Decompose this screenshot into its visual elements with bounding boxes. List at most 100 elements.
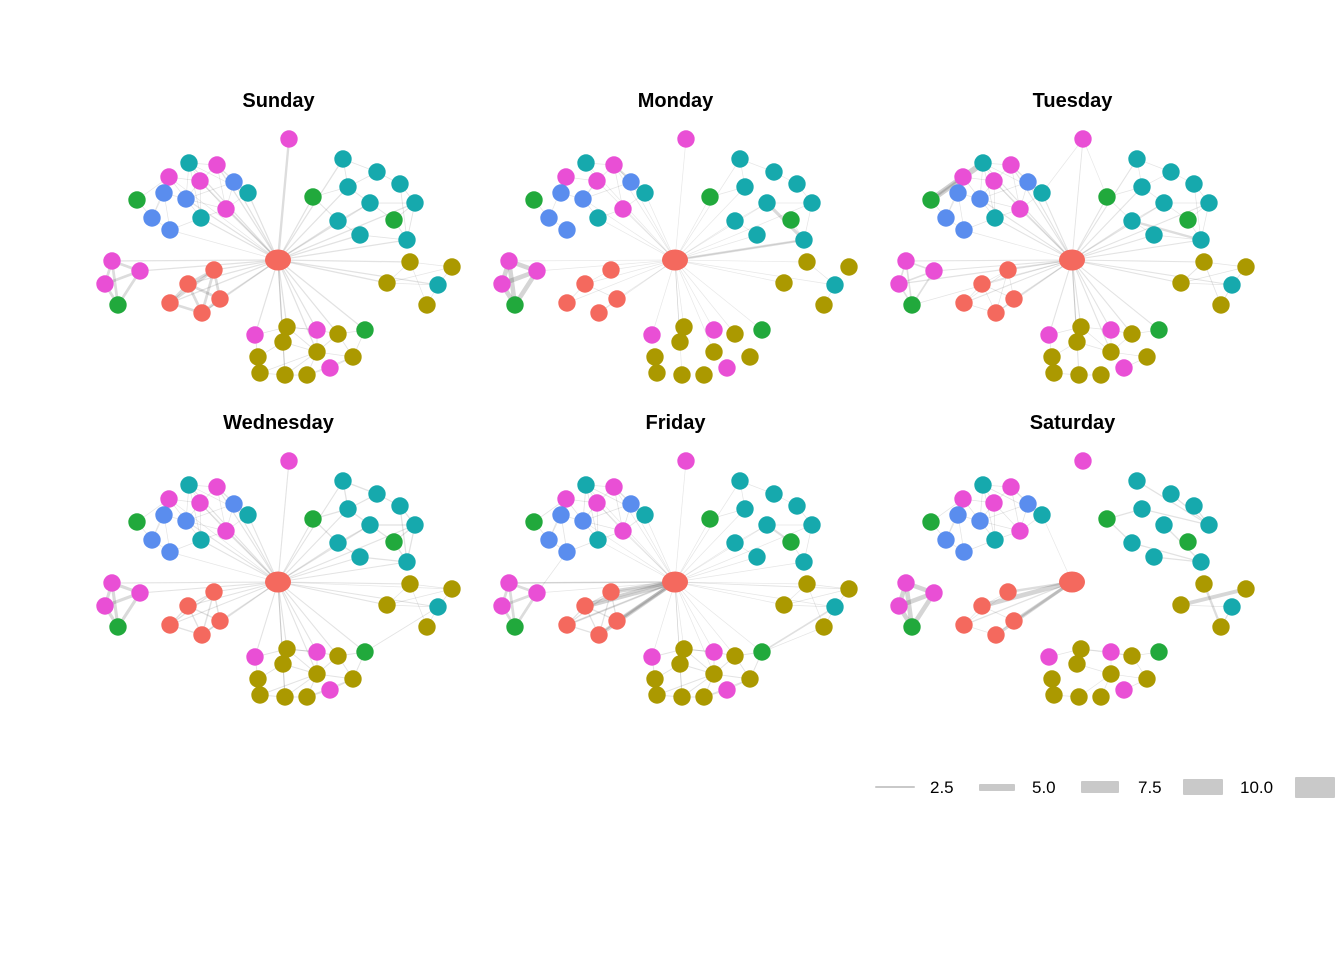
node-facilities bbox=[1133, 500, 1151, 518]
node-information-technology bbox=[225, 173, 243, 191]
node-facilities bbox=[361, 194, 379, 212]
weight-tick-label: 2.5 bbox=[930, 778, 954, 797]
edge bbox=[277, 556, 361, 583]
network-graph-tuesday bbox=[890, 130, 1255, 384]
node-engineering bbox=[251, 364, 269, 382]
node-engineering bbox=[443, 580, 461, 598]
node-engineering bbox=[298, 366, 316, 384]
node-facilities bbox=[974, 154, 992, 172]
node-facilities bbox=[1145, 226, 1163, 244]
department-legend: partment Administration Executive Inform… bbox=[0, 762, 700, 882]
node-facilities bbox=[1128, 472, 1146, 490]
node-information-technology bbox=[540, 209, 558, 227]
edge bbox=[187, 259, 279, 285]
node-administration bbox=[973, 597, 991, 615]
node-executive bbox=[128, 513, 146, 531]
edge bbox=[187, 581, 279, 607]
node-security bbox=[1002, 478, 1020, 496]
node-information-technology bbox=[161, 543, 179, 561]
node-facilities bbox=[406, 194, 424, 212]
edge bbox=[277, 581, 439, 608]
edge bbox=[674, 196, 711, 261]
node-engineering bbox=[648, 364, 666, 382]
node-facilities bbox=[736, 500, 754, 518]
edge bbox=[674, 259, 683, 376]
node-facilities bbox=[765, 163, 783, 181]
edge bbox=[111, 259, 279, 262]
node-security bbox=[246, 326, 264, 344]
node-facilities bbox=[1123, 534, 1141, 552]
node-executive bbox=[1098, 188, 1116, 206]
node-security bbox=[705, 321, 723, 339]
panel-title-saturday: Saturday bbox=[1029, 412, 1116, 434]
node-facilities bbox=[758, 516, 776, 534]
node-security bbox=[321, 359, 339, 377]
node-executive bbox=[903, 296, 921, 314]
edge bbox=[596, 180, 676, 261]
node-engineering bbox=[329, 647, 347, 665]
edge bbox=[188, 162, 202, 219]
edge bbox=[277, 518, 314, 583]
node-facilities bbox=[1223, 598, 1241, 616]
edge bbox=[254, 581, 279, 658]
edge bbox=[277, 581, 318, 653]
node-engineering bbox=[1102, 343, 1120, 361]
node-facilities bbox=[826, 276, 844, 294]
node-facilities bbox=[788, 497, 806, 515]
node-engineering bbox=[1070, 366, 1088, 384]
edge bbox=[674, 186, 746, 261]
weight-tick-label: 7.5 bbox=[1138, 778, 1162, 797]
node-facilities bbox=[589, 209, 607, 227]
node-facilities bbox=[577, 476, 595, 494]
node-engineering bbox=[840, 258, 858, 276]
node-facilities bbox=[636, 506, 654, 524]
edge bbox=[1071, 259, 1112, 331]
node-security bbox=[614, 200, 632, 218]
node-security bbox=[321, 681, 339, 699]
edge bbox=[1193, 183, 1202, 241]
node-facilities bbox=[192, 209, 210, 227]
network-graph-sunday bbox=[96, 130, 461, 384]
edge bbox=[582, 579, 678, 609]
node-engineering bbox=[1045, 364, 1063, 382]
node-facilities bbox=[339, 178, 357, 196]
node-security bbox=[246, 648, 264, 666]
node-executive bbox=[1150, 643, 1168, 661]
edge bbox=[386, 588, 453, 606]
node-information-technology bbox=[622, 495, 640, 513]
node-information-technology bbox=[955, 221, 973, 239]
edge bbox=[508, 259, 676, 262]
node-facilities bbox=[748, 548, 766, 566]
node-administration bbox=[179, 275, 197, 293]
node-security bbox=[1074, 452, 1092, 470]
node-administration bbox=[955, 294, 973, 312]
edge bbox=[111, 581, 279, 584]
node-facilities bbox=[986, 531, 1004, 549]
node-engineering bbox=[344, 348, 362, 366]
node-engineering bbox=[249, 348, 267, 366]
edge bbox=[674, 480, 741, 583]
node-executive bbox=[1179, 533, 1197, 551]
node-security bbox=[643, 326, 661, 344]
node-security bbox=[705, 643, 723, 661]
node-executive bbox=[701, 188, 719, 206]
edge bbox=[674, 581, 715, 653]
edge bbox=[1048, 259, 1073, 336]
node-security bbox=[614, 522, 632, 540]
node-executive bbox=[1179, 211, 1197, 229]
node-engineering bbox=[1068, 333, 1086, 351]
node-engineering bbox=[741, 670, 759, 688]
node-engineering bbox=[1212, 618, 1230, 636]
node-facilities bbox=[589, 531, 607, 549]
edge bbox=[566, 581, 676, 626]
node-facilities bbox=[1162, 485, 1180, 503]
edge bbox=[185, 520, 279, 583]
edge bbox=[674, 518, 711, 583]
node-facilities bbox=[1192, 553, 1210, 571]
edge bbox=[277, 524, 371, 583]
edge bbox=[566, 259, 676, 304]
edge bbox=[199, 180, 279, 261]
node-engineering bbox=[695, 688, 713, 706]
edge bbox=[993, 180, 1073, 261]
